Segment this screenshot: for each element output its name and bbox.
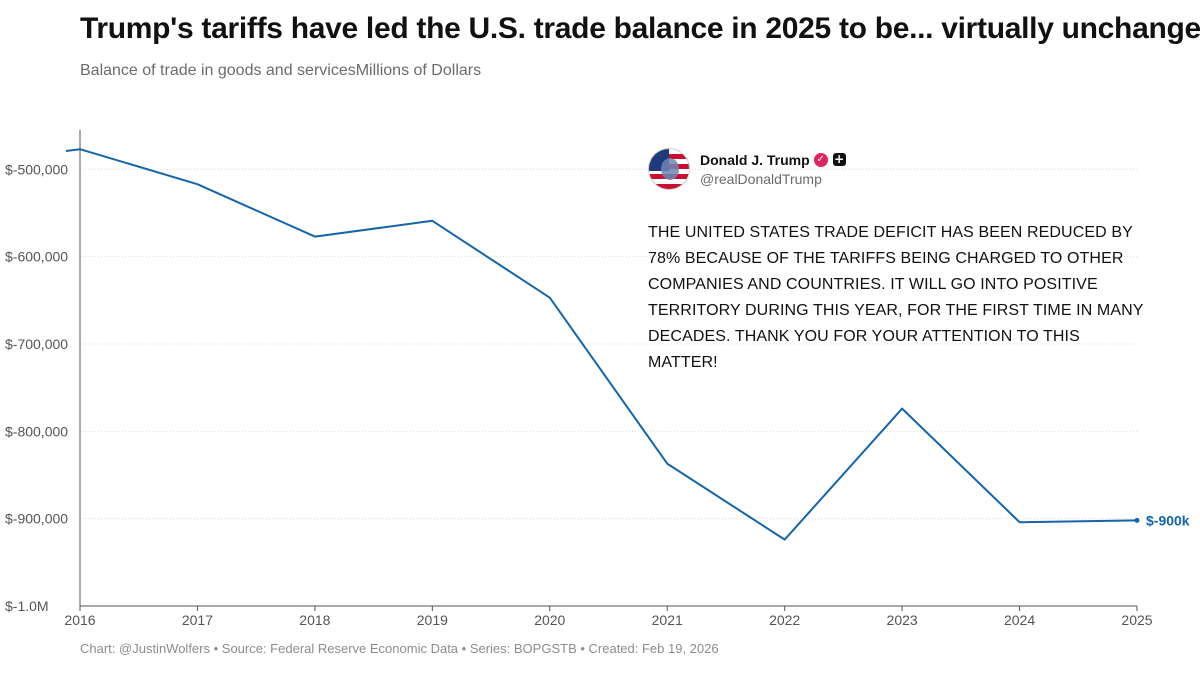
y-tick-label: $-700,000 bbox=[5, 336, 68, 352]
end-value-label: $-900k bbox=[1146, 512, 1190, 528]
x-tick-label: 2017 bbox=[182, 612, 213, 628]
tweet-header: Donald J. Trump ✓ + @realDonaldTrump bbox=[648, 148, 1148, 190]
x-tick-label: 2020 bbox=[534, 612, 565, 628]
y-tick-label: $-800,000 bbox=[5, 423, 68, 439]
tweet-text: THE UNITED STATES TRADE DEFICIT HAS BEEN… bbox=[648, 224, 1144, 371]
x-tick-label: 2023 bbox=[887, 612, 918, 628]
x-tick-label: 2016 bbox=[64, 612, 95, 628]
y-tick-label: $-500,000 bbox=[5, 161, 68, 177]
x-tick-label: 2018 bbox=[299, 612, 330, 628]
tweet-name-row: Donald J. Trump ✓ + bbox=[700, 152, 846, 168]
x-tick-label: 2025 bbox=[1121, 612, 1152, 628]
x-tick-label: 2024 bbox=[1004, 612, 1035, 628]
x-tick-label: 2019 bbox=[417, 612, 448, 628]
tweet-author-name: Donald J. Trump bbox=[700, 151, 810, 168]
verified-badge-icon: ✓ bbox=[813, 152, 828, 167]
y-tick-label: $-900,000 bbox=[5, 511, 68, 527]
chart-credit: Chart: @JustinWolfers • Source: Federal … bbox=[80, 641, 719, 656]
chart-subtitle: Balance of trade in goods and servicesMi… bbox=[80, 62, 482, 79]
avatar bbox=[648, 148, 690, 190]
x-tick-label: 2022 bbox=[769, 612, 800, 628]
y-tick-label: $-600,000 bbox=[5, 249, 68, 265]
tweet-author-handle: @realDonaldTrump bbox=[700, 170, 822, 187]
series-line bbox=[65, 148, 1138, 541]
y-tick-label: $-1.0M bbox=[5, 598, 49, 614]
chart-title: Trump's tariffs have led the U.S. trade … bbox=[80, 12, 1200, 45]
avatar-portrait bbox=[661, 158, 679, 180]
plus-square-icon: + bbox=[832, 152, 846, 166]
end-point-marker bbox=[1134, 517, 1140, 523]
embedded-tweet: Donald J. Trump ✓ + @realDonaldTrump THE… bbox=[648, 148, 1148, 376]
tweet-author: Donald J. Trump ✓ + @realDonaldTrump bbox=[700, 152, 846, 187]
x-tick-label: 2021 bbox=[652, 612, 683, 628]
